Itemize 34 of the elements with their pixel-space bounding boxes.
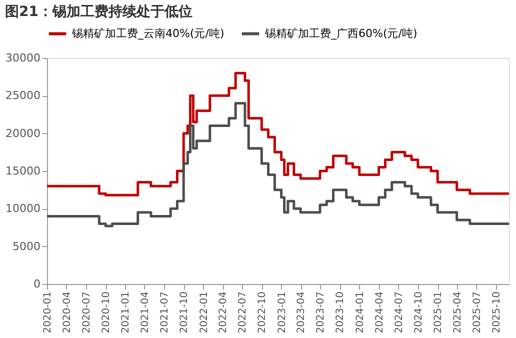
x-tick-label: 2025-01 bbox=[433, 292, 444, 334]
x-tick-label: 2022-01 bbox=[198, 292, 210, 334]
x-tick-label: 2021-01 bbox=[120, 292, 132, 334]
x-tick-label: 2022-07 bbox=[237, 292, 248, 334]
x-tick-label: 2023-10 bbox=[335, 292, 346, 334]
x-tick-label: 2024-10 bbox=[413, 292, 424, 334]
x-tick-label: 2024-04 bbox=[374, 292, 386, 334]
x-tick-label: 2025-04 bbox=[452, 292, 464, 334]
y-tick-label: 20000 bbox=[6, 126, 40, 140]
x-tick-label: 2020-10 bbox=[101, 292, 112, 334]
legend-label: 锡精矿加工费_云南40%(元/吨) bbox=[71, 26, 224, 40]
x-tick-label: 2020-01 bbox=[42, 292, 54, 334]
x-tick-label: 2024-07 bbox=[394, 292, 405, 334]
x-tick-label: 2025-07 bbox=[472, 292, 483, 334]
x-tick-label: 2020-07 bbox=[81, 292, 92, 334]
y-tick-label: 10000 bbox=[6, 202, 40, 216]
x-tick-label: 2020-04 bbox=[62, 292, 73, 334]
x-tick-label: 2024-01 bbox=[354, 292, 366, 334]
y-tick-label: 30000 bbox=[6, 52, 40, 64]
x-tick-label: 2025-10 bbox=[491, 292, 502, 334]
x-tick-label: 2021-04 bbox=[140, 292, 151, 334]
x-tick-label: 2023-04 bbox=[296, 292, 308, 334]
x-tick-label: 2022-04 bbox=[218, 292, 230, 334]
legend-label: 锡精矿加工费_广西60%(元/吨) bbox=[264, 26, 418, 40]
x-tick-label: 2023-07 bbox=[316, 292, 327, 334]
chart-title: 图21：锡加工费持续处于低位 bbox=[5, 4, 192, 20]
y-tick-label: 0 bbox=[34, 278, 40, 290]
y-tick-label: 15000 bbox=[6, 164, 40, 178]
x-tick-label: 2023-01 bbox=[276, 292, 288, 334]
x-tick-label: 2022-10 bbox=[257, 292, 268, 334]
x-tick-label: 2021-07 bbox=[159, 292, 170, 334]
x-tick-label: 2021-10 bbox=[179, 292, 190, 334]
y-tick-label: 5000 bbox=[12, 240, 40, 253]
y-tick-label: 25000 bbox=[6, 89, 40, 102]
